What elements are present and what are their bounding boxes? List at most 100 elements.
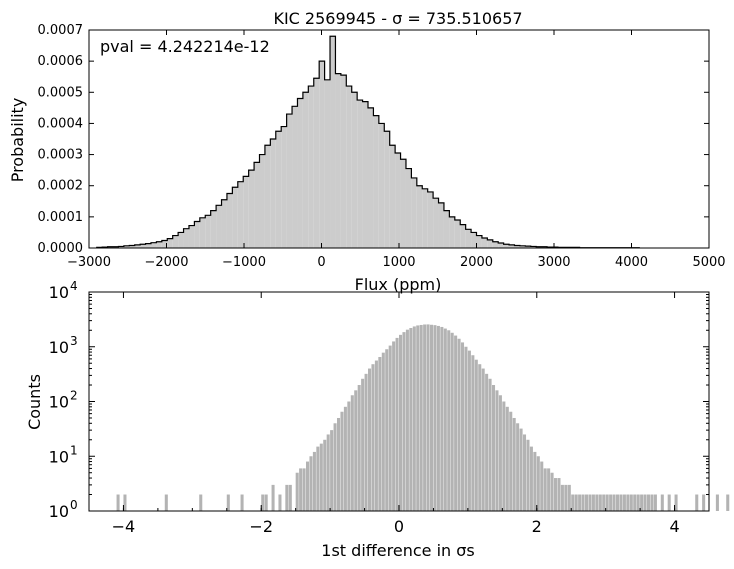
bottom-y-tick-label: 10 [49, 283, 69, 302]
difference-bin-bar [392, 341, 396, 511]
flux-bin-bar [509, 244, 515, 248]
top-y-tick-label: 0.0000 [38, 241, 84, 256]
top-y-ticks: 0.0000 0.0001 0.0002 0.0003 0.0004 0.0005 0.00… [38, 23, 709, 256]
difference-bin-bar [240, 494, 244, 511]
difference-bin-bar [502, 401, 506, 511]
flux-bin-bar [519, 245, 526, 248]
difference-bin-bar [540, 461, 544, 511]
flux-bin-bar [378, 123, 385, 248]
difference-histogram-plot [116, 324, 730, 511]
difference-bin-bar [478, 364, 482, 511]
flux-bin-bar [205, 215, 211, 248]
flux-bin-bar [400, 159, 406, 248]
difference-bin-bar [288, 484, 292, 511]
top-x-tick-label: 4000 [615, 255, 648, 270]
difference-bin-bar [667, 494, 671, 511]
top-x-tick-label: 0 [317, 255, 325, 270]
difference-bin-bar [571, 494, 575, 511]
bottom-x-tick-label: 2 [532, 517, 542, 536]
difference-bin-bar [605, 494, 609, 511]
top-x-tick-label: 1000 [382, 255, 415, 270]
flux-bin-bar [405, 168, 412, 248]
flux-bin-bar [221, 199, 227, 248]
difference-bin-bar [378, 356, 382, 511]
difference-bin-bar [443, 328, 447, 511]
flux-histogram-panel: KIC 2569945 - σ = 735.510657 pval = 4.24… [8, 9, 726, 294]
flux-bin-bar [167, 238, 173, 248]
difference-bin-bar [450, 332, 454, 511]
difference-bin-bar [715, 494, 719, 511]
bottom-y-tick-label: 10 [49, 393, 69, 412]
difference-bin-bar [430, 324, 434, 511]
flux-bin-bar [335, 73, 341, 248]
flux-bin-bar [416, 185, 423, 248]
difference-bin-bar [519, 428, 523, 511]
top-x-tick-label: −1000 [222, 255, 266, 270]
difference-bin-bar [636, 494, 640, 511]
flux-bin-bar [373, 115, 379, 249]
flux-bin-bar [270, 139, 276, 248]
difference-bin-bar [622, 494, 626, 511]
difference-bin-bar [674, 494, 678, 511]
difference-bin-bar [354, 390, 358, 511]
difference-bin-bar [278, 494, 282, 511]
difference-bin-bar [381, 352, 385, 511]
flux-bin-bar [443, 210, 450, 248]
difference-bin-bar [226, 494, 230, 511]
flux-bin-bar [351, 92, 358, 249]
bottom-y-tick-exponent: 4 [70, 279, 78, 293]
difference-bin-bar [633, 494, 637, 511]
bottom-y-tick-label: 10 [49, 338, 69, 357]
flux-bin-bar [248, 170, 255, 248]
flux-histogram-outline [96, 35, 640, 249]
flux-bin-bar [368, 107, 374, 248]
flux-bin-bar [324, 79, 331, 248]
difference-bin-bar [423, 324, 427, 511]
difference-bin-bar [609, 494, 613, 511]
bottom-y-tick-exponent: 0 [70, 498, 78, 512]
difference-bin-bar [523, 434, 527, 511]
difference-bin-bar [454, 335, 458, 511]
difference-bin-bar [164, 494, 168, 511]
difference-bin-bar [440, 326, 444, 511]
flux-bin-bar [530, 246, 537, 248]
difference-bin-bar [433, 325, 437, 511]
difference-bin-bar [285, 484, 289, 511]
difference-bin-bar [368, 368, 372, 511]
difference-bin-bar [116, 494, 120, 511]
top-x-tick-label: 5000 [692, 255, 725, 270]
top-y-axis-label: Probability [8, 98, 27, 183]
difference-bin-bar [326, 434, 330, 511]
difference-bin-bar [567, 484, 571, 511]
difference-bin-bar [526, 439, 530, 511]
flux-bin-bar [503, 244, 510, 248]
difference-bin-bar [371, 364, 375, 511]
difference-bin-bar [574, 494, 578, 511]
bottom-y-tick-exponent: 3 [70, 334, 78, 348]
difference-bin-bar [340, 411, 344, 511]
difference-bin-bar [123, 494, 127, 511]
flux-bin-bar [194, 221, 200, 248]
bottom-y-tick-exponent: 1 [70, 443, 78, 457]
difference-bin-bar [474, 359, 478, 511]
bottom-x-ticks: −4 −2 0 2 4 [88, 292, 710, 536]
flux-bin-bar [346, 86, 352, 248]
difference-bin-bar [498, 395, 502, 511]
difference-bin-bar [330, 430, 334, 511]
flux-bin-bar [188, 225, 195, 248]
flux-bin-bar [308, 86, 314, 248]
difference-bin-bar [405, 329, 409, 511]
flux-bin-bar [118, 246, 124, 248]
difference-bin-bar [588, 494, 592, 511]
difference-bin-bar [350, 395, 354, 511]
flux-bin-bar [254, 162, 260, 248]
flux-bin-bar [427, 191, 434, 248]
difference-bin-bar [619, 494, 623, 511]
difference-bin-bar [612, 494, 616, 511]
difference-bin-bar [554, 478, 558, 511]
difference-bin-bar [653, 494, 657, 511]
difference-bin-bar [726, 494, 730, 511]
difference-bin-bar [488, 378, 492, 511]
